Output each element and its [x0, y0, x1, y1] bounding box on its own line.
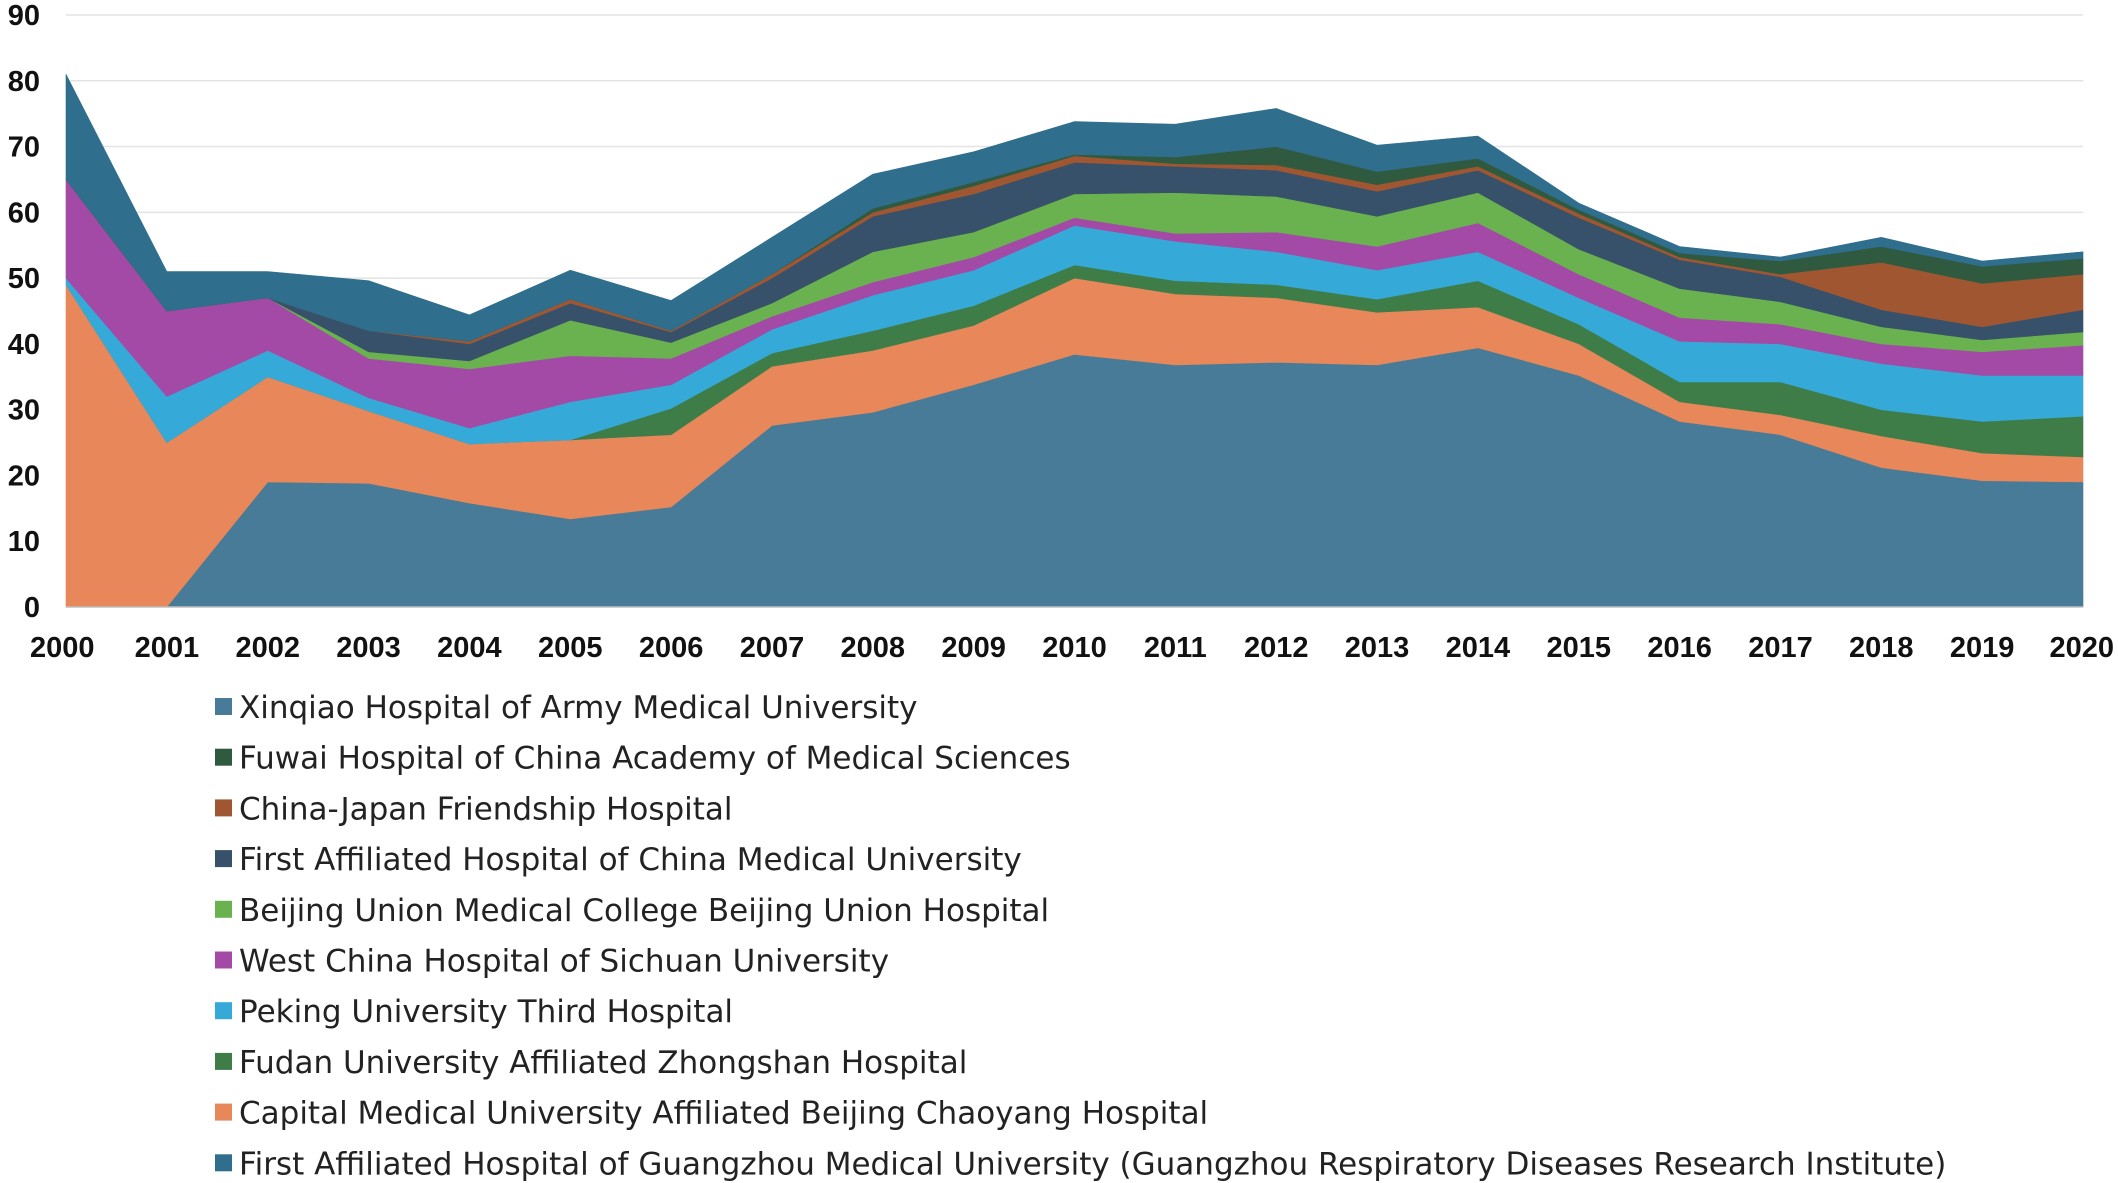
x-tick-label-2017: 2017 — [1748, 632, 1813, 664]
x-tick-label-2006: 2006 — [639, 632, 704, 664]
y-axis: 0 10 20 30 40 50 60 70 80 90 — [8, 0, 40, 624]
legend-label-6: Peking University Third Hospital — [239, 994, 733, 1030]
y-tick-label-0: 0 — [24, 592, 40, 624]
x-tick-label-2000: 2000 — [30, 632, 95, 664]
x-tick-label-2013: 2013 — [1345, 632, 1410, 664]
x-tick-label-2004: 2004 — [437, 632, 502, 664]
legend-label-9: First Affiliated Hospital of Guangzhou M… — [239, 1146, 1946, 1182]
x-tick-label-2012: 2012 — [1244, 632, 1309, 664]
legend-swatch-1 — [215, 748, 232, 766]
legend-swatch-4 — [215, 900, 232, 918]
x-tick-label-2005: 2005 — [538, 632, 603, 664]
legend-swatch-5 — [215, 951, 232, 969]
x-tick-label-2008: 2008 — [841, 632, 906, 664]
legend-label-4: Beijing Union Medical College Beijing Un… — [239, 893, 1049, 929]
x-tick-label-2019: 2019 — [1950, 632, 2015, 664]
x-tick-label-2011: 2011 — [1144, 632, 1207, 664]
legend: Xinqiao Hospital of Army Medical Univers… — [215, 690, 1946, 1182]
legend-label-1: Fuwai Hospital of China Academy of Medic… — [239, 741, 1071, 777]
legend-swatch-7 — [215, 1052, 232, 1070]
x-tick-label-2018: 2018 — [1849, 632, 1914, 664]
series-area-9 — [65, 74, 2084, 342]
legend-label-5: West China Hospital of Sichuan Universit… — [239, 944, 889, 980]
x-tick-label-2003: 2003 — [336, 632, 401, 664]
legend-label-8: Capital Medical University Affiliated Be… — [239, 1096, 1208, 1132]
legend-item-3: First Affiliated Hospital of China Medic… — [215, 842, 1022, 878]
x-axis: 2000 2001 2002 2003 2004 2005 2006 2007 2008 2009… — [30, 606, 2114, 664]
legend-item-7: Fudan University Affiliated Zhongshan Ho… — [215, 1045, 967, 1081]
y-tick-label-20: 20 — [8, 460, 40, 492]
x-tick-label-2020: 2020 — [2049, 632, 2114, 664]
legend-swatch-0 — [215, 698, 232, 715]
x-tick-label-2015: 2015 — [1546, 632, 1611, 664]
legend-swatch-3 — [215, 850, 232, 868]
x-tick-label-2009: 2009 — [941, 632, 1006, 664]
legend-swatch-8 — [215, 1103, 232, 1121]
legend-item-2: China-Japan Friendship Hospital — [215, 791, 733, 827]
y-tick-label-50: 50 — [8, 263, 40, 295]
legend-item-4: Beijing Union Medical College Beijing Un… — [215, 893, 1049, 929]
legend-item-6: Peking University Third Hospital — [215, 994, 733, 1030]
legend-item-1: Fuwai Hospital of China Academy of Medic… — [215, 741, 1071, 777]
y-tick-label-30: 30 — [8, 395, 40, 427]
x-tick-label-2002: 2002 — [235, 632, 300, 664]
legend-label-0: Xinqiao Hospital of Army Medical Univers… — [239, 690, 917, 726]
y-tick-label-90: 90 — [8, 0, 40, 32]
legend-item-8: Capital Medical University Affiliated Be… — [215, 1096, 1208, 1132]
legend-item-0: Xinqiao Hospital of Army Medical Univers… — [215, 690, 917, 726]
x-tick-label-2010: 2010 — [1042, 632, 1107, 664]
legend-swatch-9 — [215, 1154, 232, 1172]
x-tick-label-2001: 2001 — [135, 632, 200, 664]
legend-label-3: First Affiliated Hospital of China Medic… — [239, 842, 1022, 878]
legend-label-2: China-Japan Friendship Hospital — [239, 791, 733, 827]
x-tick-label-2007: 2007 — [740, 632, 805, 664]
legend-swatch-6 — [215, 1002, 232, 1020]
x-tick-label-2014: 2014 — [1446, 632, 1511, 664]
x-tick-label-2016: 2016 — [1647, 632, 1712, 664]
legend-label-7: Fudan University Affiliated Zhongshan Ho… — [239, 1045, 967, 1081]
legend-item-5: West China Hospital of Sichuan Universit… — [215, 944, 889, 980]
y-tick-label-80: 80 — [8, 66, 40, 98]
legend-swatch-2 — [215, 799, 232, 817]
series-areas — [65, 74, 2084, 608]
y-tick-label-70: 70 — [8, 132, 40, 164]
legend-item-9: First Affiliated Hospital of Guangzhou M… — [215, 1146, 1946, 1182]
y-tick-label-10: 10 — [8, 526, 40, 558]
y-tick-label-60: 60 — [8, 197, 40, 229]
y-tick-label-40: 40 — [8, 329, 40, 361]
